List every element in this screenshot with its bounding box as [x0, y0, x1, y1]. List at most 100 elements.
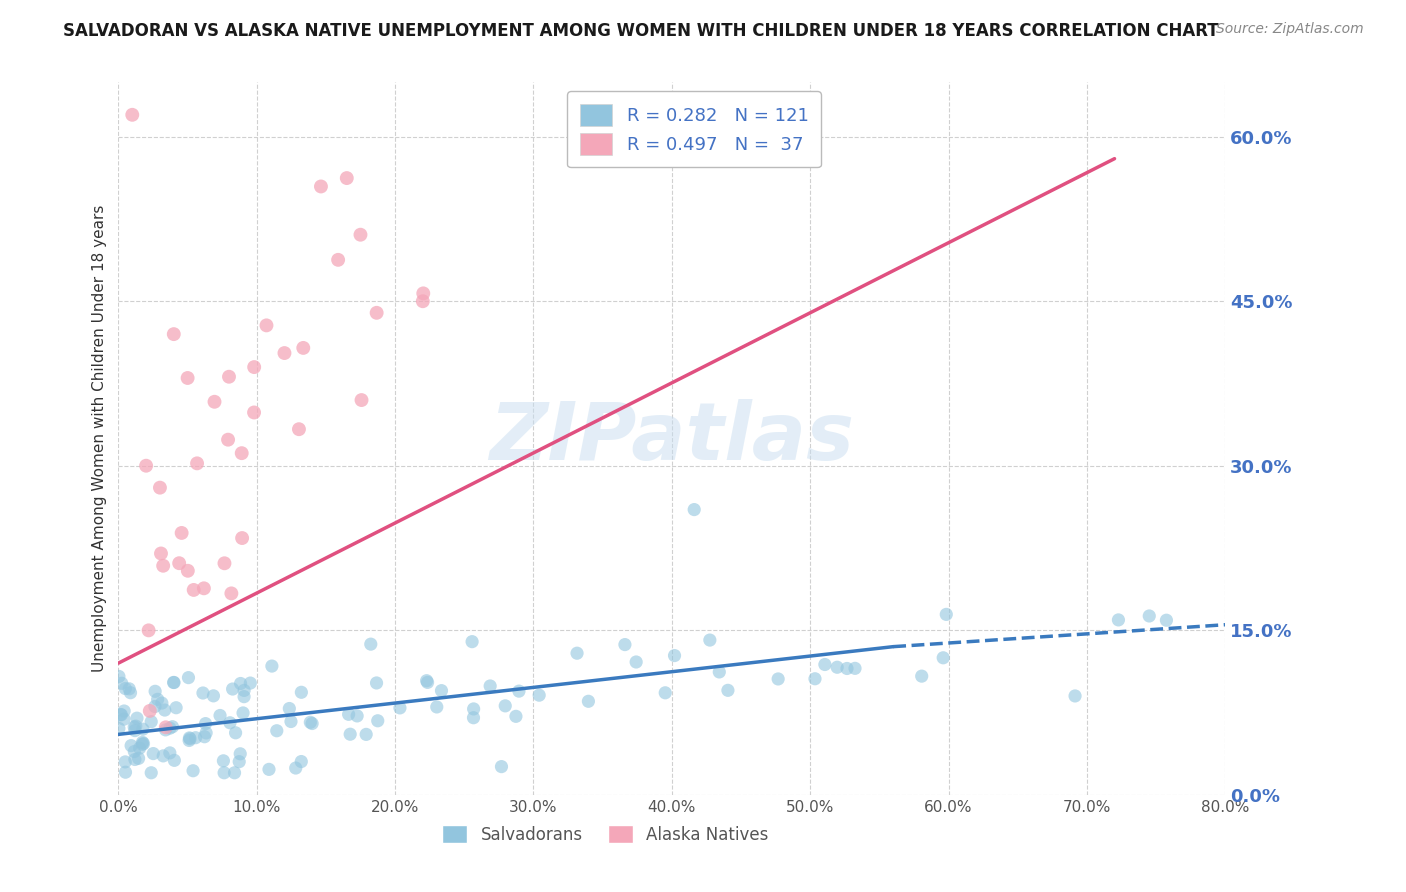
Y-axis label: Unemployment Among Women with Children Under 18 years: Unemployment Among Women with Children U…	[93, 204, 107, 672]
Point	[111, 676, 134, 690]
Point	[412, 286, 434, 301]
Point	[844, 661, 866, 675]
Point	[825, 660, 848, 674]
Point	[124, 752, 146, 766]
Point	[163, 753, 186, 767]
Point	[152, 748, 174, 763]
Point	[195, 726, 218, 740]
Point	[184, 731, 207, 745]
Point	[233, 690, 256, 704]
Point	[225, 726, 247, 740]
Point	[224, 765, 246, 780]
Point	[804, 672, 827, 686]
Point	[114, 681, 136, 696]
Point	[717, 683, 740, 698]
Point	[290, 685, 312, 699]
Point	[143, 684, 166, 698]
Point	[1137, 609, 1160, 624]
Point	[118, 681, 141, 696]
Point	[132, 722, 155, 736]
Point	[430, 683, 453, 698]
Point	[122, 720, 145, 734]
Point	[527, 688, 550, 702]
Point	[911, 669, 934, 683]
Point	[217, 433, 239, 447]
Point	[415, 673, 437, 688]
Point	[266, 723, 288, 738]
Point	[149, 481, 172, 495]
Point	[108, 722, 131, 736]
Point	[350, 393, 373, 408]
Point	[463, 711, 485, 725]
Point	[280, 714, 302, 729]
Point	[494, 698, 516, 713]
Point	[212, 765, 235, 780]
Point	[624, 655, 647, 669]
Text: SALVADORAN VS ALASKA NATIVE UNEMPLOYMENT AMONG WOMEN WITH CHILDREN UNDER 18 YEAR: SALVADORAN VS ALASKA NATIVE UNEMPLOYMENT…	[63, 22, 1219, 40]
Point	[461, 634, 484, 648]
Point	[131, 737, 153, 751]
Point	[326, 252, 349, 267]
Point	[218, 369, 240, 384]
Point	[131, 735, 153, 749]
Point	[114, 755, 136, 769]
Point	[284, 761, 307, 775]
Point	[228, 755, 250, 769]
Point	[124, 745, 146, 759]
Point	[243, 360, 266, 375]
Point	[1156, 613, 1178, 627]
Point	[426, 700, 449, 714]
Point	[120, 686, 142, 700]
Point	[290, 755, 312, 769]
Text: ZIPatlas: ZIPatlas	[489, 400, 855, 477]
Point	[155, 723, 177, 737]
Point	[165, 700, 187, 714]
Point	[412, 294, 434, 309]
Point	[699, 633, 721, 648]
Point	[299, 715, 322, 730]
Point	[209, 708, 232, 723]
Point	[121, 108, 143, 122]
Point	[181, 764, 204, 778]
Point	[177, 671, 200, 685]
Point	[388, 701, 411, 715]
Point	[257, 763, 280, 777]
Point	[108, 669, 131, 683]
Point	[142, 747, 165, 761]
Point	[176, 371, 198, 385]
Point	[339, 727, 361, 741]
Point	[508, 684, 530, 698]
Point	[155, 720, 177, 734]
Point	[565, 646, 588, 660]
Point	[346, 709, 368, 723]
Point	[177, 564, 200, 578]
Point	[366, 306, 388, 320]
Point	[301, 716, 323, 731]
Point	[125, 719, 148, 733]
Point	[110, 707, 132, 722]
Point	[232, 706, 254, 720]
Point	[214, 556, 236, 570]
Point	[278, 701, 301, 715]
Point	[766, 672, 789, 686]
Point	[159, 721, 181, 735]
Point	[139, 704, 162, 718]
Point	[193, 582, 215, 596]
Point	[162, 675, 184, 690]
Point	[191, 686, 214, 700]
Point	[491, 759, 513, 773]
Point	[138, 624, 160, 638]
Point	[212, 754, 235, 768]
Point	[835, 661, 858, 675]
Point	[231, 531, 253, 545]
Point	[479, 679, 502, 693]
Point	[260, 659, 283, 673]
Point	[193, 730, 215, 744]
Point	[367, 714, 389, 728]
Point	[219, 715, 242, 730]
Point	[683, 502, 706, 516]
Point	[170, 525, 193, 540]
Point	[292, 341, 315, 355]
Point	[229, 747, 252, 761]
Point	[202, 689, 225, 703]
